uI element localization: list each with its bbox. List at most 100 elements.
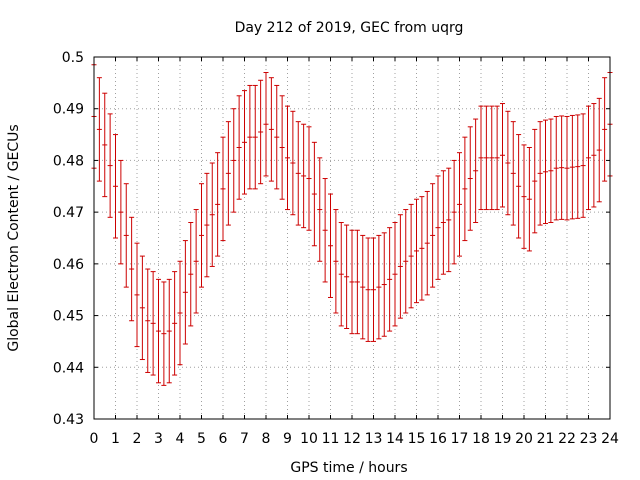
- x-tick-label: 20: [515, 431, 533, 447]
- error-bar-point: [424, 190, 430, 296]
- error-bar-point: [204, 172, 210, 278]
- error-bar-point: [440, 170, 446, 275]
- x-tick-label: 13: [365, 431, 383, 447]
- x-tick-label: 6: [219, 431, 228, 447]
- error-bar-point: [139, 255, 145, 361]
- error-bar-point: [483, 105, 489, 211]
- error-bar-point: [387, 227, 393, 332]
- error-bar-point: [457, 152, 462, 257]
- error-bar-point: [360, 234, 366, 340]
- x-tick-label: 15: [408, 431, 426, 447]
- x-tick-label: 17: [451, 431, 469, 447]
- error-bar-point: [354, 229, 360, 335]
- error-bar-point: [306, 126, 312, 231]
- error-bar-point: [150, 271, 156, 376]
- error-bar-point: [279, 95, 285, 200]
- error-bar-point: [199, 183, 204, 288]
- error-bar-point: [575, 114, 581, 219]
- x-tick-label: 1: [111, 431, 120, 447]
- error-bar-point: [478, 105, 484, 211]
- error-bar-point: [435, 175, 441, 280]
- error-bar-point: [301, 123, 307, 229]
- error-bar-point: [156, 278, 161, 384]
- x-tick-label: 9: [283, 431, 292, 447]
- error-bar-point: [145, 268, 151, 373]
- error-bar-point: [161, 281, 167, 386]
- error-bar-point: [220, 136, 226, 242]
- error-bar-point: [236, 95, 242, 200]
- error-bar-point: [537, 121, 543, 226]
- error-bar-point: [215, 152, 221, 257]
- error-bar-point: [591, 103, 597, 208]
- x-tick-label: 0: [90, 431, 99, 447]
- x-tick-label: 19: [494, 431, 512, 447]
- y-tick-label: 0.48: [53, 153, 84, 169]
- error-bar-point: [414, 198, 419, 304]
- x-tick-label: 24: [601, 431, 619, 447]
- error-bar-point: [596, 97, 602, 203]
- error-bar-point: [322, 178, 328, 283]
- error-bar-point: [193, 209, 199, 314]
- error-bar-point: [225, 121, 231, 226]
- error-bar-point: [317, 157, 323, 262]
- y-axis-label: Global Electron Content / GECUs: [6, 124, 22, 351]
- error-bar-point: [349, 229, 355, 335]
- error-bar-point: [548, 118, 554, 223]
- x-tick-label: 22: [558, 431, 576, 447]
- error-bar-point: [113, 134, 118, 239]
- error-bar-point: [532, 128, 538, 234]
- error-bar-point: [188, 221, 194, 327]
- error-bar-point: [376, 234, 382, 340]
- error-bar-point: [586, 105, 591, 211]
- error-bar-point: [102, 92, 108, 198]
- error-bar-point: [526, 147, 532, 252]
- error-bar-point: [467, 126, 473, 231]
- y-tick-label: 0.43: [53, 412, 84, 428]
- chart-title: Day 212 of 2019, GEC from uqrg: [235, 20, 464, 36]
- error-bar-point: [333, 209, 339, 314]
- error-bar-point: [172, 271, 178, 376]
- error-bar-point: [397, 214, 403, 319]
- error-bar-point: [311, 141, 317, 247]
- error-bar-point: [338, 221, 344, 327]
- error-bar-point: [419, 196, 425, 301]
- error-bar-point: [134, 242, 140, 348]
- error-bar-point: [344, 224, 350, 329]
- error-bar-point: [521, 144, 527, 249]
- y-tick-label: 0.5: [62, 50, 84, 66]
- x-tick-label: 23: [580, 431, 598, 447]
- error-bar-point: [543, 119, 548, 225]
- x-tick-label: 12: [343, 431, 361, 447]
- error-bar-point: [129, 216, 135, 322]
- error-bar-point: [209, 162, 215, 267]
- y-tick-label: 0.44: [53, 360, 84, 376]
- error-bar-point: [274, 84, 280, 190]
- error-bar-point: [462, 136, 468, 242]
- error-bar-point: [107, 113, 113, 218]
- y-tick-label: 0.49: [53, 102, 84, 118]
- error-bar-point: [263, 72, 269, 177]
- error-bar-point: [290, 110, 296, 216]
- error-bar-point: [258, 79, 264, 185]
- error-bar-point: [408, 203, 414, 309]
- error-bar-point: [500, 103, 505, 208]
- error-bar-point: [446, 167, 452, 273]
- error-bar-point: [510, 121, 516, 226]
- error-bar-point: [268, 77, 274, 182]
- x-tick-label: 16: [429, 431, 447, 447]
- error-bar-point: [96, 77, 102, 182]
- error-bar-point: [242, 90, 247, 195]
- error-bar-point: [392, 221, 398, 327]
- error-bar-point: [516, 134, 522, 239]
- error-bar-point: [328, 193, 333, 298]
- x-tick-label: 7: [240, 431, 249, 447]
- error-bar-point: [371, 237, 376, 342]
- x-tick-label: 21: [537, 431, 555, 447]
- x-tick-label: 3: [154, 431, 163, 447]
- error-bar-point: [494, 105, 500, 211]
- error-bar-point: [430, 183, 436, 288]
- error-bar-point: [505, 110, 511, 216]
- error-bar-point: [553, 115, 559, 221]
- error-bar-point: [403, 209, 409, 314]
